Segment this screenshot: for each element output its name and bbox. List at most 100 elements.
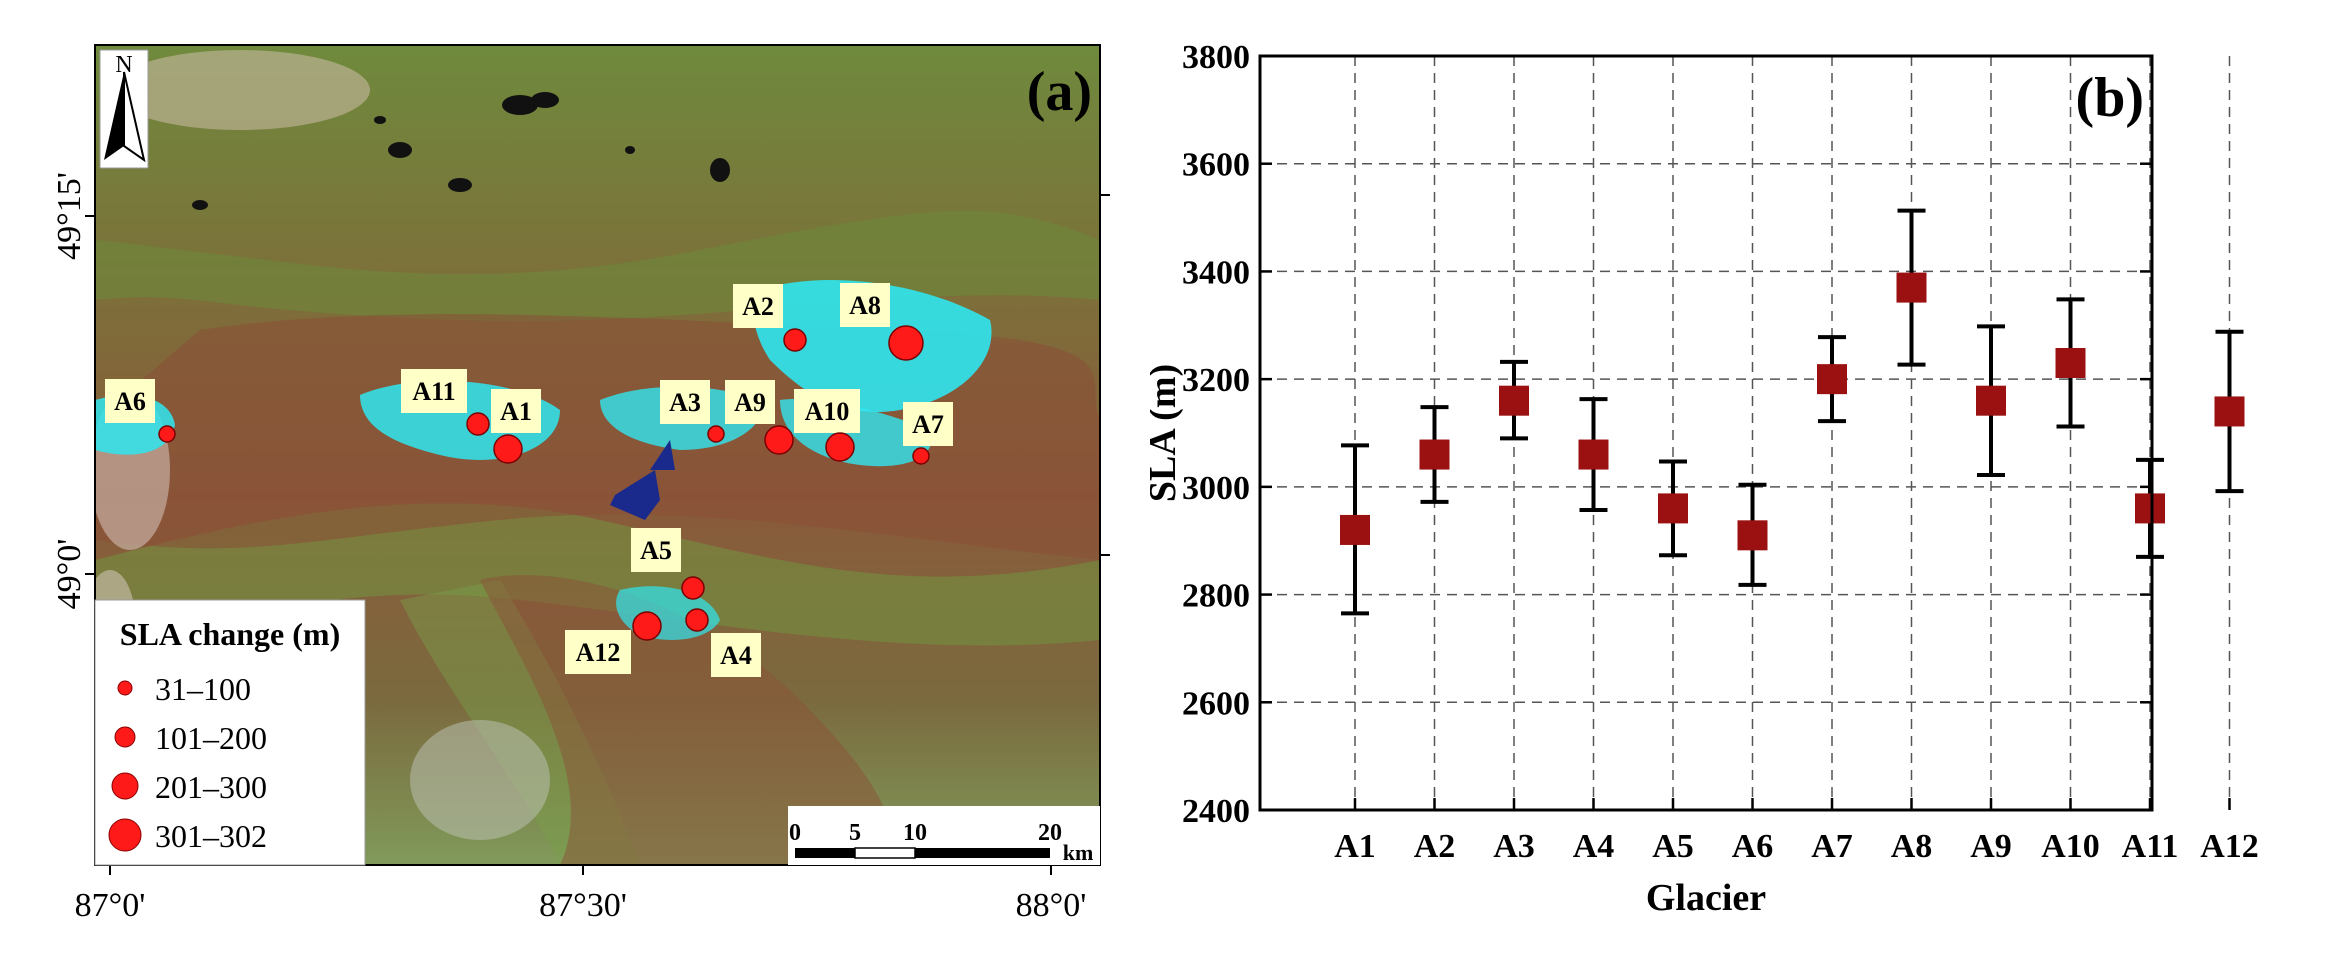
glacier-marker: [888, 325, 924, 361]
map-legend: SLA change (m) 31–100 101–200 201–300 30…: [94, 599, 366, 866]
y-tick-label: 2400: [1182, 793, 1250, 830]
x-tick-label: A4: [1573, 828, 1615, 865]
y-tick-label: 3800: [1182, 39, 1250, 76]
glacier-label: A11: [412, 377, 455, 406]
glacier-label-box: [565, 630, 631, 674]
glacier-label: A1: [500, 397, 532, 426]
glacier-label-box: [711, 633, 761, 677]
scale-tick: 20: [1038, 820, 1062, 846]
sla-point: [1817, 364, 1847, 395]
legend-item-label: 31–100: [155, 671, 251, 707]
sla-point: [2214, 396, 2245, 427]
y-tick-label: 2800: [1182, 578, 1250, 615]
glacier-label-box: [105, 379, 155, 423]
glacier-label-box: [840, 283, 890, 327]
legend-item-label: 101–200: [155, 720, 267, 756]
lon-tick-label: 88°0': [1016, 887, 1087, 924]
scale-tick: 5: [849, 820, 861, 846]
x-tick-label: A3: [1493, 828, 1535, 865]
glacier-label: A4: [720, 641, 752, 670]
x-tick-label: A8: [1891, 828, 1933, 865]
lat-tick-label: 49°15': [51, 172, 88, 260]
legend-title: SLA change (m): [120, 616, 340, 652]
glacier-label: A8: [849, 291, 881, 320]
x-tick-label: A7: [1811, 828, 1853, 865]
y-tick-label: 3000: [1182, 470, 1250, 507]
sla-point: [1976, 385, 2006, 416]
glacier-marker: [158, 425, 176, 443]
glacier-label-box: [794, 389, 860, 433]
x-tick-label: A9: [1970, 828, 2012, 865]
sla-point: [1340, 514, 1370, 545]
x-tick-label: A1: [1334, 828, 1376, 865]
scale-bar: 0 5 10 20 km: [788, 806, 1100, 865]
glacier-label-box: [401, 369, 467, 413]
sla-point: [1419, 439, 1450, 470]
scale-tick: 0: [789, 820, 801, 846]
sla-point: [1499, 385, 1529, 416]
data-markers: [1340, 272, 2245, 551]
x-tick-label: A11: [2122, 828, 2179, 865]
scale-tick: 10: [903, 820, 927, 846]
legend-marker: [114, 726, 136, 748]
legend-item-label: 201–300: [155, 769, 267, 805]
x-tick-label: A5: [1652, 828, 1694, 865]
y-tick-label: 3600: [1182, 147, 1250, 184]
sla-point: [1658, 493, 1688, 524]
x-axis-ticks: A1 A2 A3 A4 A5 A6 A7 A8 A9 A10 A11 A12: [1334, 798, 2259, 865]
x-axis-label: Glacier: [1646, 877, 1766, 919]
sla-point: [2135, 493, 2165, 524]
glacier-label: A7: [912, 410, 944, 439]
legend-marker: [111, 772, 139, 800]
glacier-label: A10: [805, 397, 850, 426]
glacier-marker: [707, 425, 725, 443]
glacier-label-box: [631, 528, 681, 572]
chart-grid: [1260, 56, 2231, 810]
glacier-label: A6: [114, 387, 146, 416]
x-tick-label: A12: [2200, 828, 2259, 865]
x-tick-label: A6: [1732, 828, 1774, 865]
y-axis-ticks: 2400 2600 2800 3000 3200 3400 3600 3800: [1182, 39, 2152, 830]
sla-point: [1578, 439, 1609, 470]
lon-tick-label: 87°30': [539, 887, 627, 924]
glacier-marker: [685, 608, 709, 632]
x-tick-label: A10: [2041, 828, 2100, 865]
glacier-markers: A1 A2 A3 A4 A5 A6 A7 A8 A9 A10 A11 A12: [105, 283, 953, 677]
y-tick-label: 3200: [1182, 362, 1250, 399]
glacier-marker: [912, 447, 930, 465]
north-arrow-icon: N: [99, 49, 149, 169]
legend-marker: [117, 680, 133, 696]
sla-point: [2055, 347, 2086, 378]
map-panel: 49°15' 49°0' 87°0' 87°30' 88°0' (a) N A1…: [51, 44, 1110, 924]
y-axis-label: SLA (m): [1150, 364, 1184, 502]
glacier-marker: [783, 328, 807, 352]
panel-label-b: (b): [2076, 67, 2144, 129]
glacier-label: A12: [576, 638, 621, 667]
glacier-label: A9: [734, 388, 766, 417]
glacier-marker: [493, 434, 523, 464]
glacier-marker: [825, 432, 855, 462]
glacier-label-box: [660, 380, 710, 424]
glacier-marker: [681, 576, 705, 600]
y-tick-label: 3400: [1182, 254, 1250, 291]
legend-item-label: 301–302: [155, 818, 267, 854]
north-label: N: [115, 52, 132, 78]
glacier-label-box: [733, 284, 783, 328]
scale-unit: km: [1063, 840, 1094, 865]
panel-label-a: (a): [1027, 61, 1092, 123]
x-tick-label: A2: [1414, 828, 1456, 865]
glacier-label-box: [903, 402, 953, 446]
glacier-label: A3: [669, 388, 701, 417]
glacier-label-box: [491, 389, 541, 433]
lon-tick-label: 87°0': [75, 887, 146, 924]
plot-frame: [1258, 54, 2154, 812]
sla-point: [1896, 272, 1927, 303]
lat-tick-label: 49°0': [51, 539, 88, 610]
glacier-marker: [466, 412, 490, 436]
glacier-marker: [764, 425, 794, 455]
glacier-marker: [632, 611, 662, 641]
sla-point: [1737, 520, 1768, 551]
glacier-label: A5: [640, 536, 672, 565]
glacier-label-box: [725, 380, 775, 424]
